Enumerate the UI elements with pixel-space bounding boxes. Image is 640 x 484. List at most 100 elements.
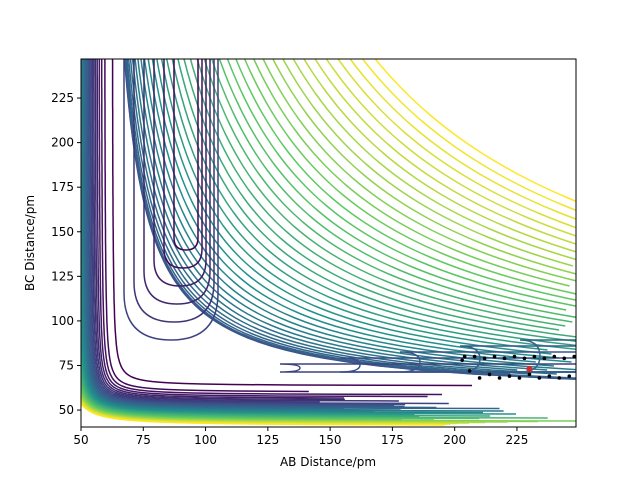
x-tick-label: 100 [194, 433, 217, 447]
contour-line [96, 59, 345, 399]
x-tick-label: 150 [319, 433, 342, 447]
contour-line [85, 59, 437, 409]
contour-line [93, 59, 399, 402]
contour-line [81, 255, 381, 414]
x-tick-label: 50 [73, 433, 88, 447]
contour-line [123, 59, 219, 341]
contour-line [339, 357, 576, 373]
contour-line [361, 59, 576, 212]
contour-line [147, 59, 572, 363]
contour-line [160, 59, 548, 351]
contour-line [349, 59, 576, 220]
contour-line [243, 59, 576, 295]
trajectory-point [487, 372, 492, 377]
contour-line [165, 59, 576, 350]
trajectory-point [492, 354, 497, 359]
contour-line [98, 59, 428, 398]
trajectory-layer [460, 354, 576, 380]
x-tick-label: 175 [381, 433, 404, 447]
contour-line [124, 59, 576, 380]
trajectory-point [557, 376, 562, 380]
contour-line [81, 347, 357, 416]
trajectory-point [467, 369, 472, 373]
contour-line [399, 351, 576, 373]
x-tick-label: 75 [136, 433, 151, 447]
y-tick-label: 200 [51, 136, 74, 150]
trajectory-point [462, 354, 467, 359]
trajectory-point [472, 354, 477, 359]
trajectory-point [497, 376, 502, 380]
contour-line [88, 59, 406, 406]
contour-line [126, 59, 511, 375]
trajectory-point [527, 372, 532, 377]
trajectory-point [562, 356, 567, 361]
contour-line [91, 59, 320, 403]
contour-line [90, 59, 449, 405]
contour-line [218, 59, 567, 311]
contour-line [235, 59, 576, 301]
contour-line [282, 59, 574, 267]
contour-line [173, 59, 199, 251]
trajectory-point [477, 376, 482, 380]
trajectory-point [502, 356, 507, 361]
contour-line [81, 332, 415, 416]
contour-line [131, 59, 518, 371]
contour-line [104, 59, 309, 393]
trajectory-point [532, 354, 537, 359]
contour-line [133, 59, 215, 323]
plot-frame [80, 58, 577, 428]
trajectory-point [482, 356, 487, 361]
contour-line [86, 59, 405, 408]
contour-layer [81, 59, 576, 426]
contour-line [81, 402, 445, 426]
contour-line [81, 95, 484, 414]
trajectory-point [507, 374, 512, 378]
contour-line [163, 59, 203, 269]
contour-line [189, 59, 560, 331]
contour-line [292, 59, 576, 261]
contour-line [82, 59, 401, 411]
y-tick-label: 75 [59, 358, 74, 372]
contour-line [111, 59, 473, 387]
trajectory-point [572, 354, 576, 359]
trajectory-point [552, 354, 557, 359]
contour-line [81, 307, 517, 415]
x-tick-label: 225 [506, 433, 529, 447]
contour-line [303, 59, 576, 253]
contour-line [156, 59, 552, 355]
start-marker [526, 366, 533, 373]
contour-line [129, 59, 557, 375]
contour-line [143, 59, 536, 363]
trajectory-point [522, 356, 527, 361]
trajectory-point [460, 358, 464, 362]
contour-line [134, 59, 548, 371]
contour-line [337, 59, 576, 229]
contour-line [262, 59, 576, 282]
contour-line [125, 59, 576, 379]
y-tick-label: 100 [51, 314, 74, 328]
contour-line [84, 59, 500, 410]
trajectory-point [517, 376, 522, 380]
contour-line [325, 59, 576, 237]
contour-line [100, 59, 443, 396]
trajectory-point [537, 376, 542, 380]
y-tick-label: 50 [59, 403, 74, 417]
y-tick-label: 175 [51, 180, 74, 194]
contour-line [153, 59, 207, 287]
contour-line [226, 59, 576, 307]
contour-line [81, 390, 576, 422]
contour-line [94, 59, 345, 401]
contour-line [81, 59, 504, 412]
y-tick-label: 150 [51, 225, 74, 239]
y-tick-label: 125 [51, 269, 74, 283]
contour-line [183, 59, 576, 338]
trajectory-point [567, 374, 572, 378]
contour-line [177, 59, 576, 343]
trajectory-point [542, 356, 547, 361]
contour-line [140, 59, 554, 367]
contour-line [81, 388, 379, 421]
contour-line [83, 59, 345, 410]
contour-line [171, 59, 576, 347]
contour-line [374, 59, 576, 203]
